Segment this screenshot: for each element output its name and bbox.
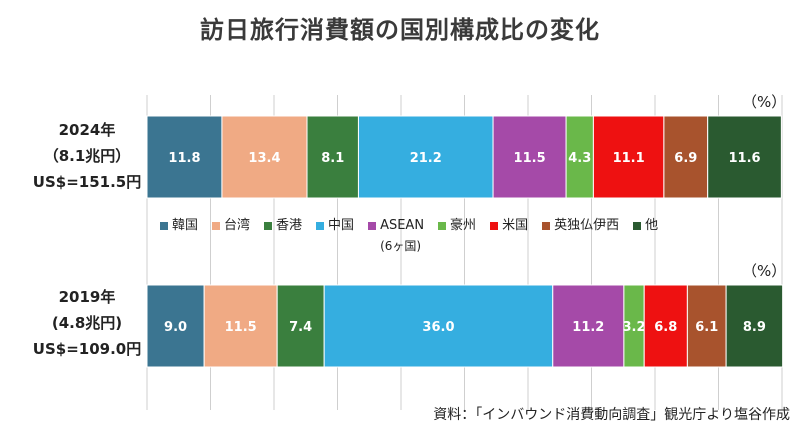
unit-label: （%） (742, 262, 787, 280)
legend-item: 中国 (316, 218, 354, 234)
bar-segment (643, 284, 688, 368)
legend-item: 台湾 (212, 218, 250, 234)
data-label: 6.9 (674, 151, 697, 166)
legend-item: 他 (633, 218, 658, 234)
bar-segment (323, 284, 554, 368)
row-year: 2019年 (58, 288, 116, 306)
data-label: 11.6 (728, 151, 760, 166)
legend-swatch (316, 222, 325, 230)
data-label: 13.4 (248, 151, 280, 166)
bar-segment (707, 115, 782, 199)
legend-label: 香港 (276, 218, 303, 233)
legend-item: 香港 (264, 218, 302, 234)
bar-segment (663, 115, 709, 199)
bar-segment (221, 115, 308, 199)
data-label: 11.1 (613, 151, 645, 166)
data-label: 36.0 (422, 320, 454, 335)
unit-label: （%） (742, 93, 787, 111)
data-label: 8.1 (321, 151, 344, 166)
legend-swatch (490, 222, 499, 230)
legend-swatch (212, 222, 221, 230)
row-label-2019: 2019年 (4.8兆円) US$=109.0円 (28, 284, 146, 362)
legend-label: 豪州 (450, 218, 477, 233)
legend-label: 米国 (502, 218, 529, 233)
legend-sublabel: (6ヶ国) (380, 239, 422, 253)
legend-item: 英独仏伊西 (542, 218, 619, 234)
bar-segment (686, 284, 727, 368)
data-label: 4.3 (568, 151, 591, 166)
row-total: (4.8兆円) (51, 314, 123, 332)
legend-label: 英独仏伊西 (554, 218, 620, 233)
legend-item: 韓国 (160, 218, 198, 234)
data-label: 3.2 (623, 320, 646, 335)
legend-label: ASEAN (6ヶ国) (380, 218, 425, 253)
legend-swatch (633, 222, 642, 230)
data-label: 11.5 (225, 320, 257, 335)
legend-item: 米国 (490, 218, 528, 234)
bar-segment (592, 115, 665, 199)
data-label: 11.2 (572, 320, 604, 335)
bar-segment (552, 284, 625, 368)
bar-segment (146, 284, 205, 368)
data-label: 6.8 (654, 320, 677, 335)
legend-item: ASEAN (6ヶ国) (368, 218, 424, 254)
legend-label: 中国 (328, 218, 355, 233)
chart-title: 訪日旅行消費額の国別構成比の変化 (200, 16, 600, 44)
row-exchange-rate: US$=109.0円 (32, 340, 142, 358)
legend-label: 他 (645, 218, 659, 233)
data-label: 9.0 (164, 320, 187, 335)
bar-segment (357, 115, 494, 199)
legend-swatch (368, 222, 377, 230)
legend-label: 台湾 (224, 218, 251, 233)
legend-label: 韓国 (172, 218, 199, 233)
legend-swatch (438, 222, 447, 230)
legend-swatch (264, 222, 273, 230)
data-label: 8.9 (743, 320, 766, 335)
bar-segment (725, 284, 784, 368)
row-exchange-rate: US$=151.5円 (32, 173, 142, 191)
bar-segment (306, 115, 359, 199)
legend: 韓国 台湾 香港 中国 ASEAN (6ヶ国) 豪州 米国 英独仏伊西 他 (160, 218, 790, 254)
data-label: 6.1 (695, 320, 718, 335)
data-label: 21.2 (410, 151, 442, 166)
bar-segment (203, 284, 278, 368)
data-label: 7.4 (289, 320, 312, 335)
data-label: 11.5 (514, 151, 546, 166)
legend-swatch (542, 222, 551, 230)
legend-swatch (160, 222, 168, 230)
row-label-2024: 2024年 （8.1兆円） US$=151.5円 (28, 117, 146, 195)
row-total: （8.1兆円） (43, 147, 131, 165)
bar-segment (492, 115, 567, 199)
data-label: 11.8 (168, 151, 200, 166)
row-year: 2024年 (58, 121, 116, 139)
source-note: 資料：「インバウンド消費動向調査」観光庁より塩谷作成 (433, 407, 790, 423)
legend-item: 豪州 (438, 218, 476, 234)
